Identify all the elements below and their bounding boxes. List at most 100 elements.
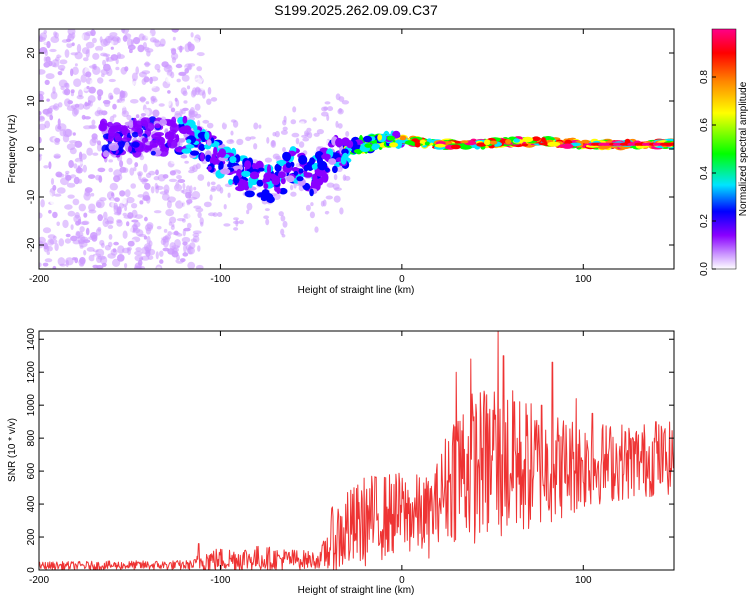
spectrogram-cell: [261, 193, 270, 199]
spectrogram-y-tick-label: 20: [26, 47, 37, 59]
spectrogram-cell: [127, 225, 134, 234]
spectrogram-cell: [70, 68, 74, 77]
spectrogram-cell: [180, 189, 185, 193]
spectrogram-cell: [158, 198, 165, 206]
snr-y-tick-label: 1400: [26, 328, 37, 351]
spectrogram-cell: [130, 99, 139, 104]
spectrogram-cell: [144, 61, 150, 68]
spectrogram-cell: [125, 196, 135, 204]
spectrogram-cell: [80, 74, 87, 83]
spectrogram-cell: [171, 56, 176, 64]
spectrogram-cell: [67, 100, 73, 105]
spectrogram-cell: [49, 197, 57, 206]
spectrogram-cell: [169, 216, 177, 224]
spectrogram-cell: [314, 151, 324, 160]
spectrogram-cell: [83, 249, 87, 256]
spectrogram-cell: [182, 182, 186, 190]
spectrogram-cell: [110, 54, 119, 61]
spectrogram-cell: [174, 111, 181, 116]
spectrogram-cell: [82, 47, 90, 55]
spectrogram-cell: [371, 144, 379, 151]
spectrogram-cell: [91, 37, 97, 44]
spectrogram-cell: [88, 86, 96, 94]
spectrogram-cell: [48, 161, 52, 170]
spectrogram-cell: [46, 41, 51, 49]
spectrogram-cell: [277, 171, 286, 179]
spectrogram-cell: [91, 133, 98, 140]
spectrogram-cell: [108, 125, 119, 133]
spectrogram-cell: [505, 139, 512, 145]
snr-x-tick-label: -100: [210, 575, 230, 586]
spectrogram-cell: [288, 115, 296, 119]
spectrogram-cell: [86, 147, 93, 156]
spectrogram-cell: [114, 135, 122, 142]
spectrogram-cell: [210, 188, 216, 192]
spectrogram-cell: [65, 170, 70, 175]
spectrogram-cell: [39, 93, 44, 102]
spectrogram-cell: [96, 140, 102, 146]
spectrogram-cell: [299, 121, 305, 125]
spectrogram-cell: [137, 259, 143, 266]
snr-y-tick-label: 600: [26, 462, 37, 479]
spectrogram-cell: [276, 186, 281, 194]
spectrogram-cell: [145, 101, 150, 105]
spectrogram-cell: [163, 228, 168, 233]
spectrogram-cell: [122, 106, 127, 115]
spectrogram-cell: [192, 230, 202, 234]
spectrogram-cell: [76, 231, 84, 237]
spectrogram-cell: [171, 180, 175, 187]
spectrogram-cell: [81, 114, 86, 120]
spectrogram-cell: [121, 137, 132, 142]
spectrogram-cell: [183, 203, 188, 210]
spectrogram-cell: [280, 177, 286, 185]
spectrogram-cell: [110, 40, 114, 48]
spectrogram-cell: [327, 106, 334, 112]
spectrogram-cell: [532, 136, 541, 142]
spectrogram-cell: [309, 188, 314, 197]
spectrogram-cell: [324, 210, 330, 215]
spectrogram-cell: [86, 85, 90, 90]
spectrogram-cell: [63, 88, 71, 96]
spectrogram-cell: [169, 120, 176, 126]
spectrogram-cell: [547, 141, 561, 147]
spectrogram-cell: [305, 132, 310, 136]
spectrogram-cell: [150, 186, 155, 194]
spectrogram-cell: [138, 172, 142, 181]
spectrogram-cell: [122, 212, 128, 217]
spectrogram-cell: [96, 89, 104, 97]
spectrogram-cell: [197, 174, 205, 181]
spectrogram-cell: [124, 205, 128, 212]
spectrogram-cell: [238, 220, 244, 225]
spectrogram-cell: [175, 200, 184, 209]
spectrogram-cell: [241, 170, 251, 178]
spectrogram-cell: [107, 224, 114, 229]
spectrogram-cell: [187, 43, 195, 52]
spectrogram-heatmap: [39, 29, 674, 269]
spectrogram-cell: [43, 191, 53, 199]
spectrogram-cell: [152, 109, 160, 118]
snr-y-tick-label: 0: [26, 567, 37, 573]
spectrogram-cell: [107, 241, 113, 248]
spectrogram-cell: [109, 95, 114, 100]
spectrogram-cell: [167, 248, 175, 255]
spectrogram-cell: [39, 144, 45, 153]
spectrogram-cell: [77, 218, 82, 225]
spectrogram-cell: [258, 167, 265, 172]
spectrogram-cell: [188, 109, 195, 115]
spectrogram-cell: [233, 110, 240, 116]
spectrogram-cell: [325, 139, 329, 145]
spectrogram-cell: [108, 78, 116, 83]
spectrogram-cell: [186, 199, 193, 204]
spectrogram-cell: [183, 100, 188, 104]
snr-frame: [38, 330, 675, 571]
spectrogram-cell: [203, 201, 212, 208]
spectrogram-cell: [302, 137, 310, 142]
spectrogram-cell: [88, 203, 96, 212]
spectrogram-cell: [434, 143, 446, 148]
colorbar: 0.0 0.2 0.4 0.6 0.8 Normalized spectral ampl…: [699, 28, 749, 276]
spectrogram-cell: [298, 155, 308, 165]
spectrogram-cell: [187, 261, 196, 269]
spectrogram-cell: [117, 254, 125, 262]
spectrogram-cell: [149, 59, 155, 65]
spectrogram-cell: [235, 219, 239, 227]
